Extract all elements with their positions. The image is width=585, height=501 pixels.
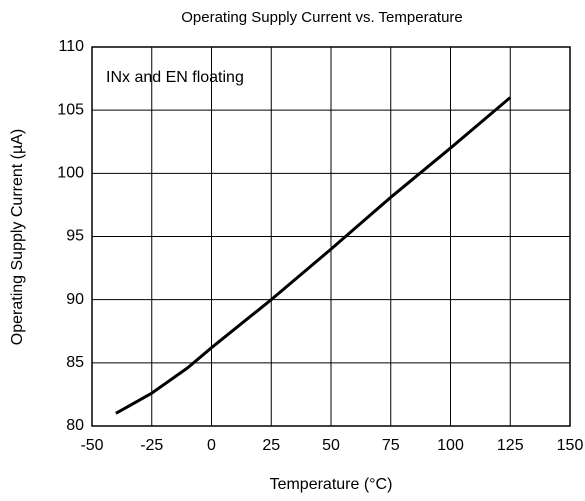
data-line (115, 96, 512, 415)
x-tick-label: 125 (497, 437, 524, 454)
y-tick-label: 85 (66, 354, 84, 371)
x-tick-label: -25 (140, 437, 163, 454)
x-tick-label: 100 (437, 437, 464, 454)
y-tick-label: 95 (66, 228, 84, 245)
x-axis-label: Temperature (°C) (270, 476, 393, 493)
y-axis-label: Operating Supply Current (µA) (9, 129, 26, 345)
y-tick-label: 80 (66, 417, 84, 434)
x-tick-label: 50 (322, 437, 340, 454)
y-tick-label: 100 (57, 165, 84, 182)
x-tick-label: 25 (262, 437, 280, 454)
x-tick-label: 75 (382, 437, 400, 454)
y-tick-label: 110 (58, 38, 84, 55)
x-tick-label: 0 (207, 437, 216, 454)
annotation: INx and EN floating (106, 69, 244, 86)
y-tick-label: 105 (57, 101, 84, 118)
y-tick-label: 90 (66, 291, 84, 308)
x-tick-label: 150 (557, 437, 584, 454)
chart-title: Operating Supply Current vs. Temperature (181, 9, 463, 26)
plot-frame (91, 46, 571, 427)
x-tick-label: -50 (80, 437, 103, 454)
